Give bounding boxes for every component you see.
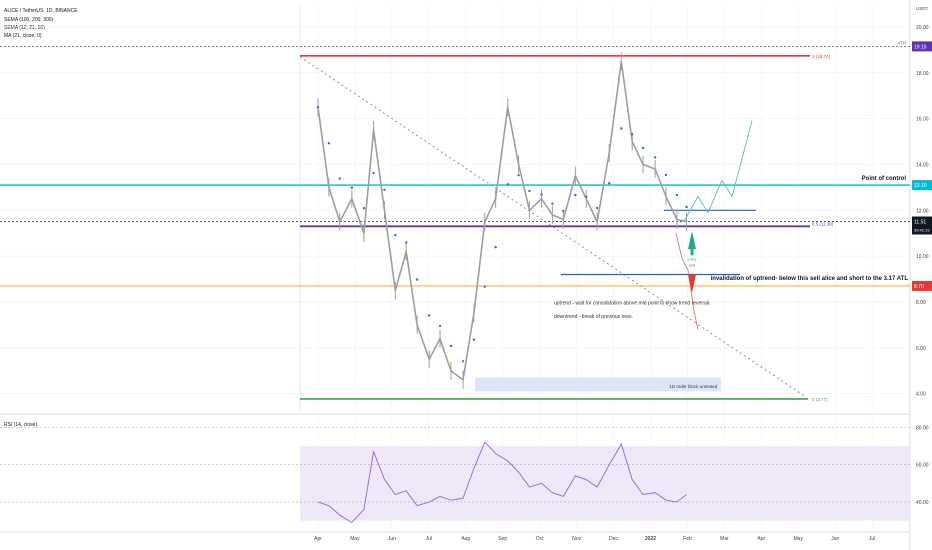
price-tick-label: 16.00 <box>916 117 929 123</box>
sema-dot <box>585 195 588 198</box>
sema-dot <box>472 338 476 341</box>
exit-label: exit <box>689 262 696 267</box>
sema-dot <box>438 324 442 328</box>
time-tick-label: Apr <box>314 536 322 542</box>
bearish-projection[interactable] <box>675 233 699 330</box>
time-tick-label: Apr <box>757 536 765 542</box>
time-tick-label: Oct <box>536 536 544 542</box>
sema-dot <box>427 314 431 317</box>
time-tick-label: Jun <box>388 536 396 542</box>
time-tick-label: Feb <box>683 536 692 542</box>
sema-dot <box>574 193 577 197</box>
price-badge[interactable] <box>912 280 932 291</box>
sema-dot <box>327 142 331 145</box>
sema-dot <box>630 133 634 136</box>
time-tick-label: Dec <box>609 536 618 542</box>
time-tick-label: Jun <box>831 536 839 542</box>
rsi-tick-label: 40.00 <box>916 500 929 506</box>
price-tick-label: 12.00 <box>916 208 929 214</box>
sema-dot <box>394 233 397 237</box>
order-block-label: 1D order block untested <box>669 384 717 389</box>
sema-dot <box>362 206 366 210</box>
time-tick-label: Sep <box>498 536 507 542</box>
price-tick-label: 4.00 <box>916 392 926 398</box>
price-tick-label: 18.00 <box>916 71 929 77</box>
sema-dot <box>653 156 657 159</box>
price-badge-label: 19.15 <box>914 44 927 50</box>
sema-dot <box>685 205 688 209</box>
sema-dot <box>620 127 623 130</box>
sema-dot <box>494 245 497 249</box>
entry-label: entry <box>688 257 697 262</box>
price-badge-label: 8.70 <box>914 284 924 290</box>
time-tick-label: 2022 <box>645 536 656 542</box>
sema-dot <box>664 173 668 177</box>
atl-label: 0 (3.77) <box>812 397 828 402</box>
sema-dot <box>675 193 679 197</box>
countdown-label: 39:41:19 <box>914 228 930 233</box>
price-tick-label: 10.00 <box>916 254 929 260</box>
sema-dot <box>528 189 531 193</box>
chart-title: ALICE / TetherUS, 1D, BINANCE <box>4 8 78 14</box>
downtrend-line[interactable] <box>299 56 807 398</box>
indicator-label-3[interactable]: MA (21, close, 0) <box>4 33 42 39</box>
indicator-label-1[interactable]: SEMA (100, 200, 300) <box>4 17 54 23</box>
price-badge[interactable] <box>912 41 932 52</box>
price-series-line[interactable] <box>317 60 687 381</box>
ath-label: ATH <box>897 40 906 45</box>
price-badge[interactable] <box>912 216 932 235</box>
time-tick-label: May <box>794 536 804 542</box>
sema-dot <box>562 209 565 212</box>
mid-point-label: 0.5 (11.30) <box>812 221 834 226</box>
currency-label: USDT <box>916 6 929 11</box>
order-block-zone[interactable] <box>475 377 722 392</box>
bullish-projection[interactable] <box>683 120 753 222</box>
sema-dot <box>595 206 599 210</box>
rsi-tick-label: 60.00 <box>916 463 929 469</box>
sema-dot <box>483 285 486 288</box>
sema-dot <box>405 241 408 244</box>
exit-arrow-icon[interactable] <box>688 274 696 293</box>
time-tick-label: Aug <box>461 536 470 542</box>
rsi-line[interactable] <box>317 441 687 524</box>
sema-dot <box>506 182 509 186</box>
sema-dot <box>461 360 465 363</box>
time-tick-label: Nov <box>572 536 581 542</box>
price-badge[interactable] <box>912 180 932 191</box>
poc-label: Point of control <box>862 176 907 182</box>
time-tick-label: May <box>350 536 360 542</box>
sema-dot <box>372 171 375 175</box>
price-tick-label: 6.00 <box>916 346 926 352</box>
rsi-band <box>300 446 910 521</box>
note-downtrend: downtrend - break of previous lows. <box>554 314 633 320</box>
note-uptrend: uptrend - wait for consolidation above m… <box>554 300 711 306</box>
sema-dot <box>449 344 453 348</box>
invalidation-label: invalidation of uptrend- below this sell… <box>711 276 909 282</box>
price-tick-label: 20.00 <box>916 25 929 31</box>
sema-dot <box>350 186 354 189</box>
price-tick-label: 14.00 <box>916 162 929 168</box>
sema-dot <box>540 193 543 196</box>
sema-dot <box>415 278 419 281</box>
time-tick-label: Jul <box>869 536 875 542</box>
price-badge-label: 13.10 <box>914 183 927 189</box>
sema-dot <box>641 146 645 150</box>
time-tick-label: Jul <box>426 536 432 542</box>
resistance-label: 1 (18.74) <box>812 54 831 59</box>
sema-dot <box>338 177 341 180</box>
entry-arrow-stem <box>690 249 694 256</box>
entry-arrow-icon[interactable] <box>688 230 696 250</box>
indicator-label-2[interactable]: SEMA (12, 21, 50) <box>4 25 45 31</box>
time-tick-label: Mar <box>720 536 729 542</box>
price-badge-label: 11.51 <box>914 220 926 226</box>
sema-dot <box>383 188 386 191</box>
sema-dot <box>608 182 611 185</box>
price-tick-label: 8.00 <box>916 300 926 306</box>
rsi-tick-label: 80.00 <box>916 425 929 431</box>
sema-dot <box>551 202 554 205</box>
sema-dot <box>316 105 320 109</box>
rsi-label[interactable]: RSI (14, close) <box>4 422 38 428</box>
sema-dot <box>517 174 520 177</box>
